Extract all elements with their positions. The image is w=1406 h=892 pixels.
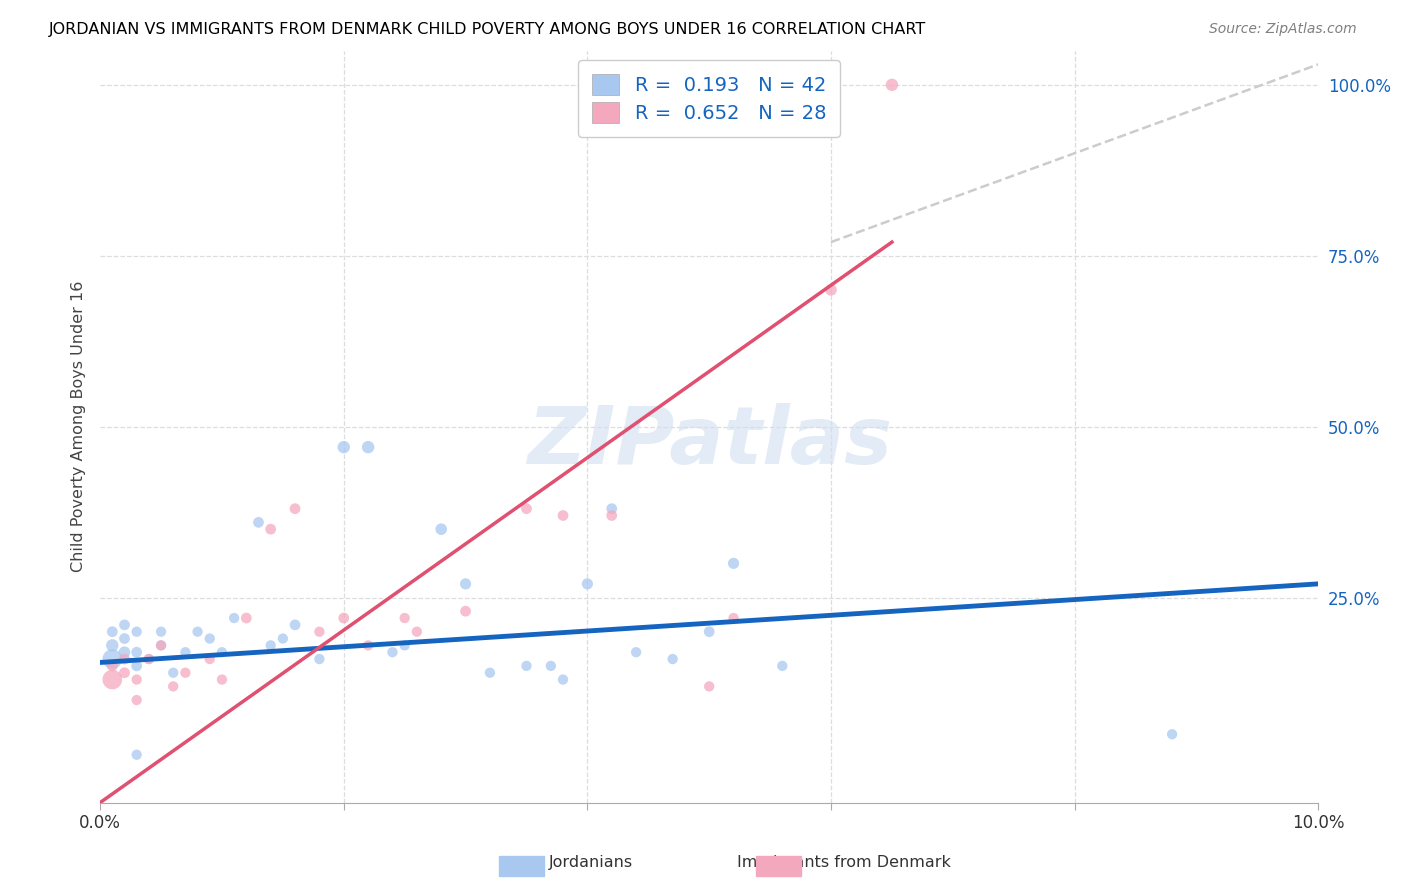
Point bbox=[162, 665, 184, 680]
Text: Jordanians: Jordanians bbox=[548, 855, 633, 870]
Point bbox=[150, 639, 173, 653]
Point bbox=[125, 673, 148, 687]
Point bbox=[394, 639, 416, 653]
Point bbox=[260, 639, 283, 653]
Point bbox=[515, 501, 537, 516]
Point bbox=[1161, 727, 1184, 741]
Point bbox=[394, 611, 416, 625]
Point bbox=[551, 673, 574, 687]
Y-axis label: Child Poverty Among Boys Under 16: Child Poverty Among Boys Under 16 bbox=[72, 281, 86, 573]
Point bbox=[125, 747, 148, 762]
Point bbox=[284, 501, 307, 516]
Point bbox=[770, 659, 793, 673]
Point bbox=[540, 659, 562, 673]
Text: Source: ZipAtlas.com: Source: ZipAtlas.com bbox=[1209, 22, 1357, 37]
Point bbox=[125, 693, 148, 707]
Point bbox=[187, 624, 209, 639]
Point bbox=[174, 645, 197, 659]
Point bbox=[284, 618, 307, 632]
Point bbox=[271, 632, 294, 646]
Point bbox=[150, 624, 173, 639]
Point bbox=[430, 522, 453, 536]
Point bbox=[260, 522, 283, 536]
Point bbox=[624, 645, 647, 659]
Point bbox=[114, 665, 136, 680]
Point bbox=[211, 645, 233, 659]
Point bbox=[723, 611, 745, 625]
Point bbox=[198, 632, 221, 646]
Point bbox=[576, 577, 599, 591]
Point bbox=[125, 645, 148, 659]
Point bbox=[150, 639, 173, 653]
Point bbox=[308, 624, 330, 639]
Point bbox=[114, 652, 136, 666]
Point bbox=[125, 659, 148, 673]
Text: ZIPatlas: ZIPatlas bbox=[527, 402, 891, 481]
Point bbox=[357, 440, 380, 454]
Text: Immigrants from Denmark: Immigrants from Denmark bbox=[737, 855, 950, 870]
Point bbox=[114, 645, 136, 659]
Point bbox=[332, 611, 354, 625]
Point bbox=[101, 673, 124, 687]
Point bbox=[697, 624, 720, 639]
Point bbox=[697, 679, 720, 693]
Point bbox=[114, 632, 136, 646]
Point bbox=[405, 624, 427, 639]
Legend: R =  0.193   N = 42, R =  0.652   N = 28: R = 0.193 N = 42, R = 0.652 N = 28 bbox=[578, 61, 839, 136]
Point bbox=[224, 611, 246, 625]
Point bbox=[114, 618, 136, 632]
Point bbox=[551, 508, 574, 523]
Point bbox=[125, 624, 148, 639]
Point bbox=[101, 624, 124, 639]
Point bbox=[138, 652, 160, 666]
Point bbox=[198, 652, 221, 666]
Point bbox=[308, 652, 330, 666]
Point bbox=[478, 665, 501, 680]
Point bbox=[600, 508, 623, 523]
Point bbox=[235, 611, 257, 625]
Point bbox=[174, 665, 197, 680]
Point bbox=[101, 639, 124, 653]
Point bbox=[515, 659, 537, 673]
Point bbox=[101, 652, 124, 666]
Point bbox=[162, 679, 184, 693]
Point bbox=[381, 645, 404, 659]
Point bbox=[138, 652, 160, 666]
Point bbox=[211, 673, 233, 687]
Point bbox=[820, 283, 842, 297]
Point bbox=[600, 501, 623, 516]
Text: JORDANIAN VS IMMIGRANTS FROM DENMARK CHILD POVERTY AMONG BOYS UNDER 16 CORRELATI: JORDANIAN VS IMMIGRANTS FROM DENMARK CHI… bbox=[49, 22, 927, 37]
Point bbox=[454, 577, 477, 591]
Point bbox=[454, 604, 477, 618]
Point bbox=[247, 516, 270, 530]
Point bbox=[101, 659, 124, 673]
Point bbox=[723, 557, 745, 571]
Point bbox=[357, 639, 380, 653]
Point bbox=[332, 440, 354, 454]
Point bbox=[661, 652, 683, 666]
Point bbox=[880, 78, 903, 92]
